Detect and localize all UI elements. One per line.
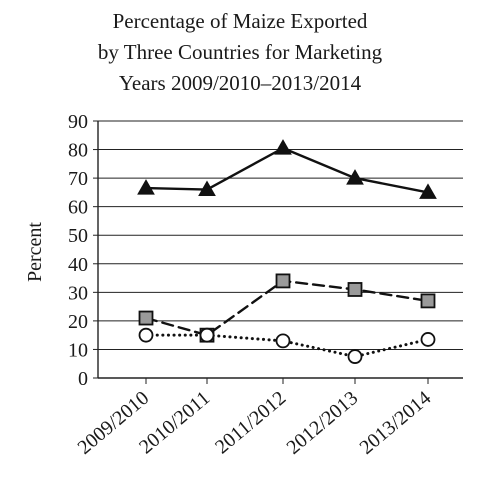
square-marker-3 xyxy=(347,282,363,297)
circle-marker-2 xyxy=(275,333,291,349)
y-tick-labels: 0 10 20 30 40 50 60 70 80 90 xyxy=(68,111,88,390)
y-axis-label: Percent xyxy=(24,222,46,282)
series-lines xyxy=(144,146,430,359)
square-marker-0 xyxy=(138,310,154,326)
x-tick-label-4: 2013/2014 xyxy=(356,387,436,459)
series-line-triangle xyxy=(144,146,430,194)
circle-marker-3 xyxy=(347,349,363,364)
triangle-marker-3 xyxy=(346,169,364,185)
chart-title-line-2: by Three Countries for Marketing xyxy=(97,40,383,64)
triangle-marker-0 xyxy=(137,179,155,195)
axes xyxy=(93,120,463,384)
y-tick-label-40: 40 xyxy=(68,254,88,276)
chart-title-line-3: Years 2009/2010–2013/2014 xyxy=(118,71,362,95)
y-tick-label-0: 0 xyxy=(78,368,88,390)
x-tick-label-2: 2011/2012 xyxy=(211,387,290,458)
y-tick-label-50: 50 xyxy=(68,225,88,247)
series-line-square xyxy=(144,279,430,337)
chart-title: Percentage of Maize Exported by Three Co… xyxy=(0,6,480,99)
triangle-marker-4 xyxy=(419,183,437,199)
square-marker-4 xyxy=(420,293,436,309)
square-marker-2 xyxy=(275,273,291,289)
y-tick-label-90: 90 xyxy=(68,111,88,133)
triangle-marker-2 xyxy=(274,139,292,155)
series-markers xyxy=(137,139,437,364)
triangle-marker-1 xyxy=(198,180,216,197)
series-line-circle xyxy=(144,333,430,359)
y-tick-label-30: 30 xyxy=(68,282,88,304)
chart-title-line-1: Percentage of Maize Exported xyxy=(112,9,368,33)
y-tick-label-10: 10 xyxy=(68,339,88,361)
x-tick-labels: 2009/20102010/20112011/20122012/20132013… xyxy=(74,387,436,459)
circle-marker-1 xyxy=(199,327,215,343)
y-tick-label-80: 80 xyxy=(68,140,88,162)
x-tick-label-3: 2012/2013 xyxy=(283,387,363,459)
y-tick-label-20: 20 xyxy=(68,311,88,333)
circle-marker-0 xyxy=(138,327,154,343)
circle-marker-4 xyxy=(420,332,436,347)
y-tick-label-60: 60 xyxy=(68,197,88,219)
y-tick-label-70: 70 xyxy=(68,168,88,190)
